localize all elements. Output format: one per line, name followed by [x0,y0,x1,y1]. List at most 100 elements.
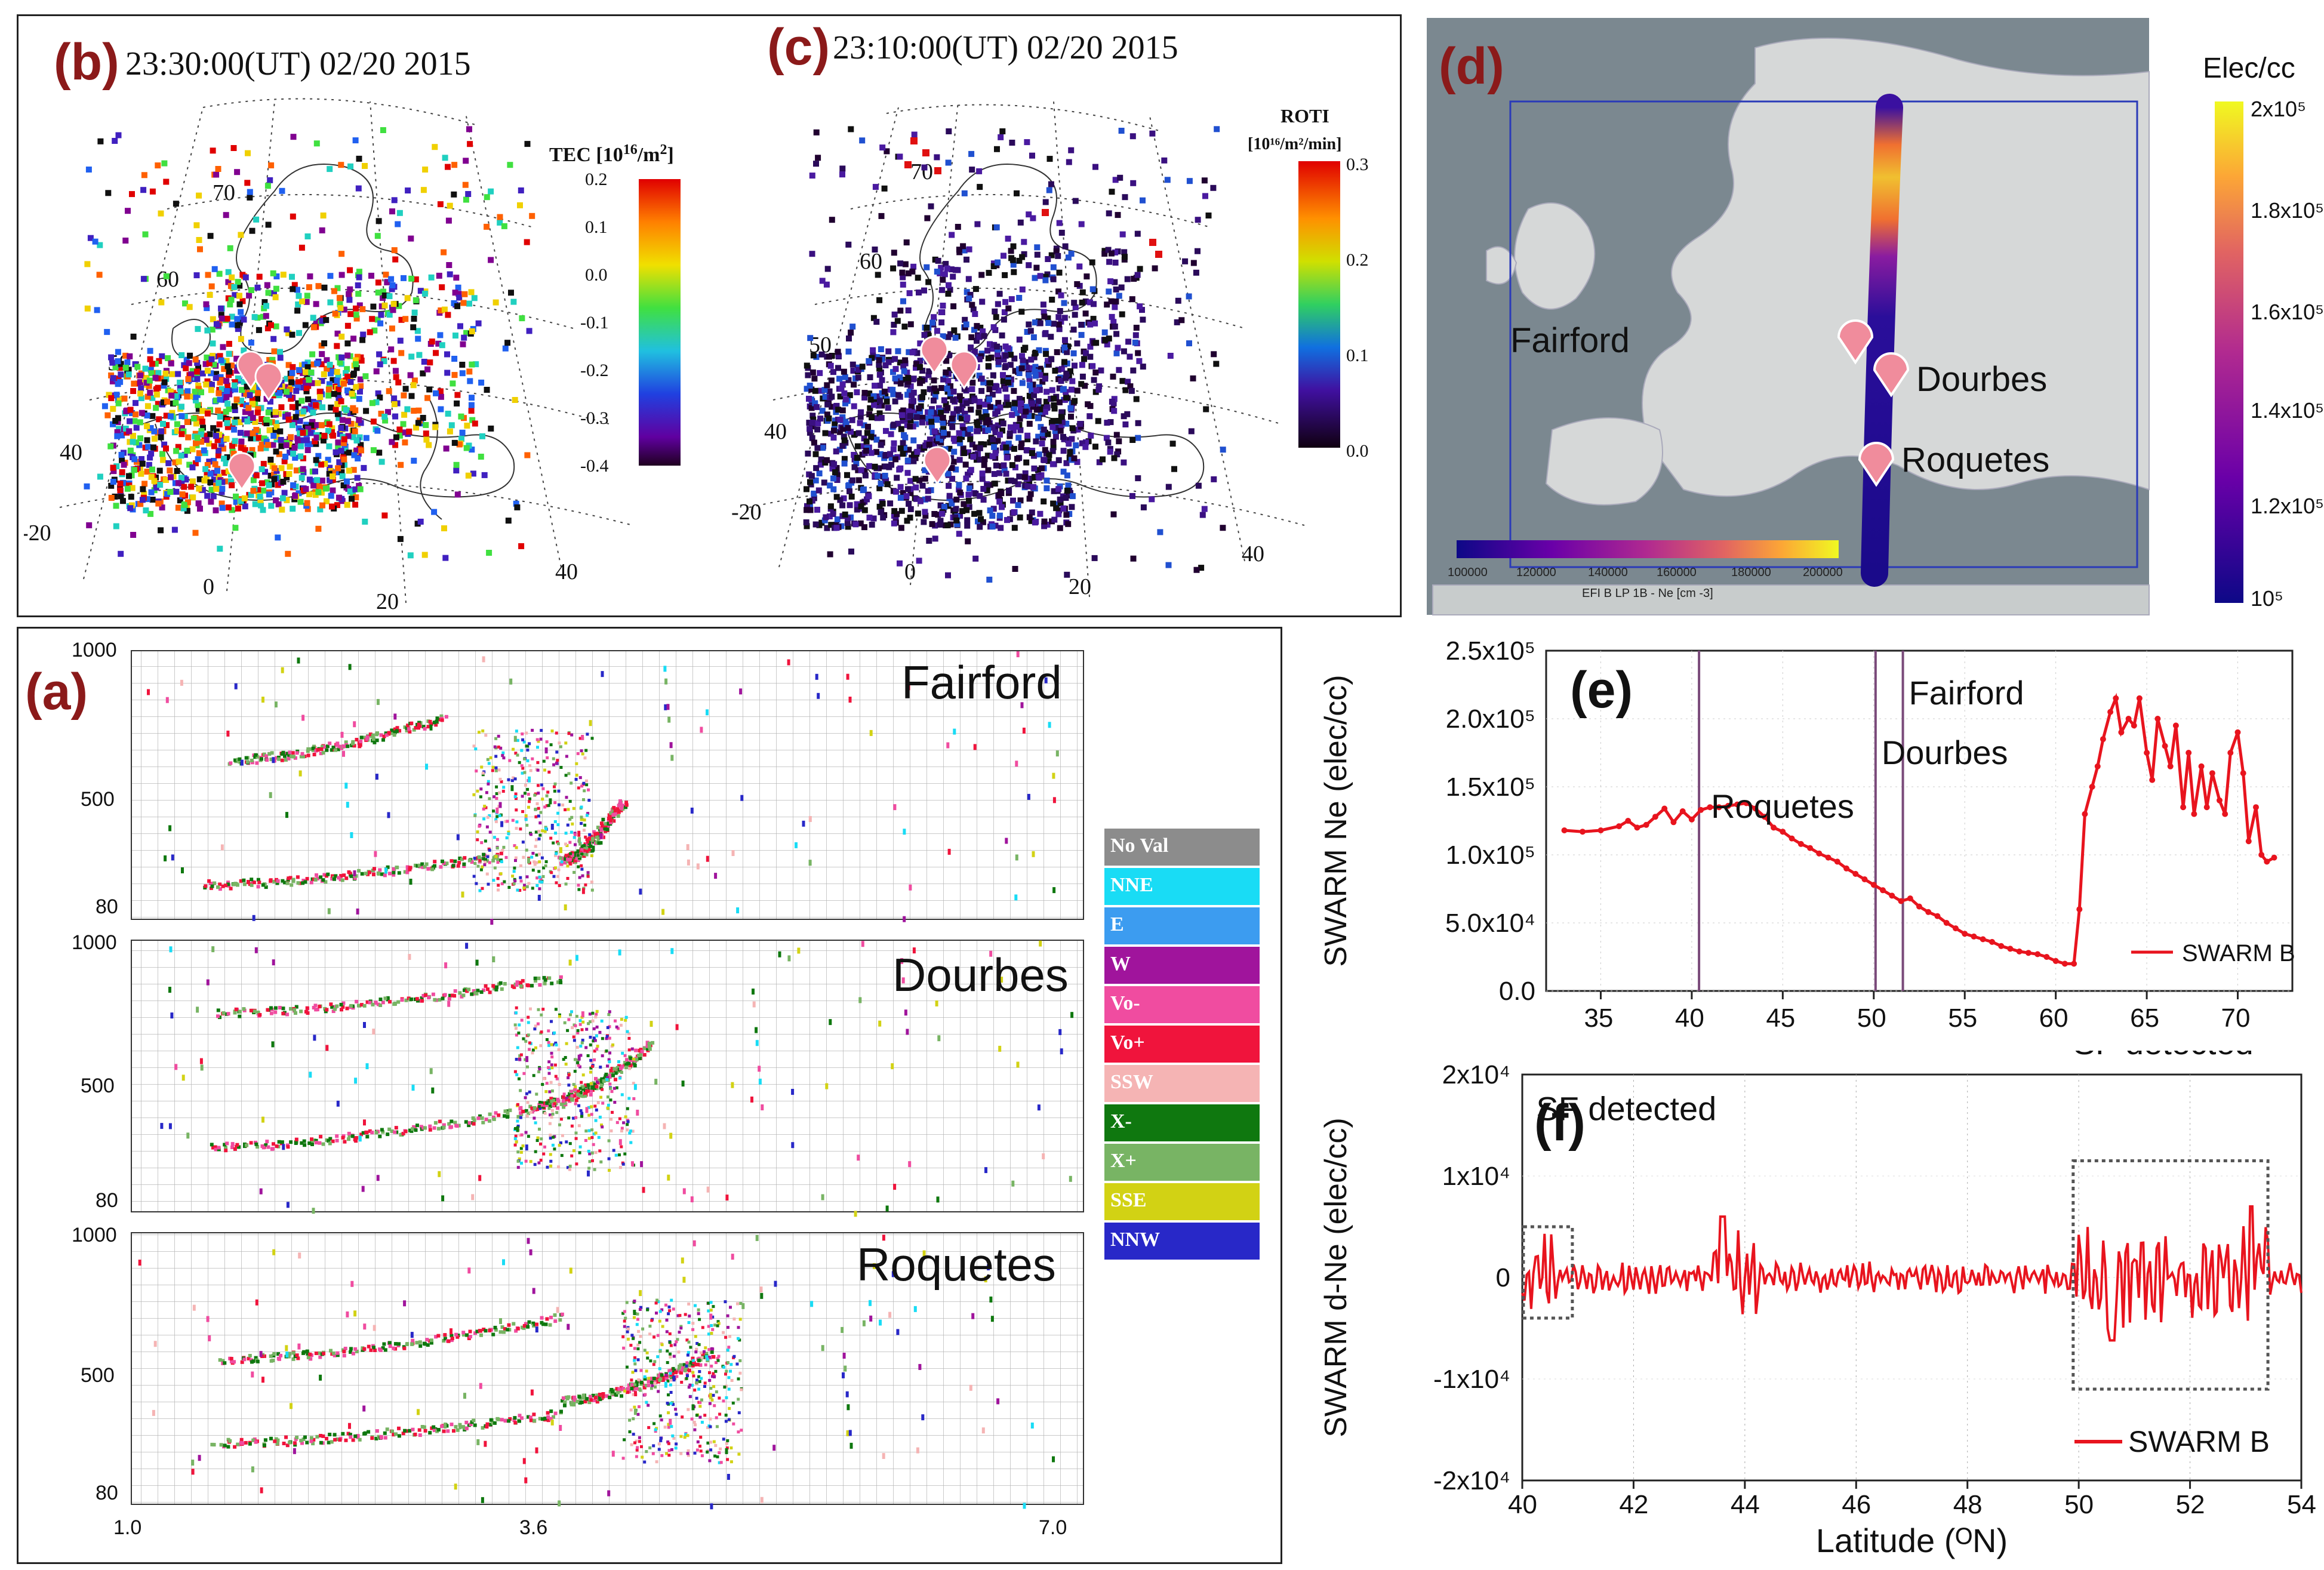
ionogram-echo [576,1095,580,1100]
roti-point [1050,276,1057,282]
tec-point [248,435,254,442]
roti-point [1122,194,1128,201]
tec-point [194,435,201,441]
ionogram-echo [539,877,543,881]
tec-point [227,245,233,251]
ionogram-echo [493,866,497,870]
roti-point [1042,347,1049,354]
ionogram-echo [261,883,265,887]
roti-point [823,281,830,288]
roti-point [837,497,844,503]
roti-point [939,287,946,293]
roti-point [1051,405,1058,412]
tec-point [421,290,428,297]
roti-point [1105,247,1112,253]
ionogram-echo [556,823,560,826]
roti-point [1037,320,1044,327]
ionogram-echo [278,1006,282,1009]
tec-point [149,188,156,195]
ionogram-echo [525,848,528,852]
roti-point [884,148,890,155]
tec-point [358,442,364,448]
ionogram-echo [556,759,559,762]
roti-point [1057,496,1063,503]
ionogram-echo [445,861,449,866]
tec-point [122,365,129,371]
ionogram-echo [609,820,613,824]
roti-point [940,420,946,426]
roti-point [1137,266,1143,272]
ionogram-echo [514,792,518,796]
ionogram-echo [461,993,466,998]
ionogram-echo [624,803,629,807]
ionogram-echo [561,1095,565,1099]
roti-point [981,456,988,463]
tec-point [181,501,187,508]
roti-point [922,467,928,473]
ionogram-echo [521,771,524,775]
tec-point [289,273,295,280]
roti-point [866,515,873,521]
tec-point [308,370,315,375]
tec-point [195,386,202,392]
tec-point [315,483,322,490]
ionogram-echo [321,1142,325,1146]
ionogram-echo [311,748,315,752]
ionogram-echo [492,795,496,799]
tec-point [428,274,435,281]
ionogram-echo [568,841,572,844]
ionogram-echo [375,738,379,743]
ionogram-echo [438,998,442,1002]
roti-point [1041,313,1048,320]
roti-point [1041,523,1048,530]
ionogram-echo [585,783,589,787]
roti-point [917,380,924,386]
roti-point [1042,277,1049,284]
ionogram-echo [817,692,820,699]
ionogram-echo [359,1132,364,1137]
ionogram-echo [577,786,580,790]
roti-point [881,185,888,192]
ionogram-echo [572,1094,576,1098]
tec-point [84,305,91,312]
ionogram-echo [524,1058,527,1061]
ionogram-echo [549,798,552,805]
tec-point [307,273,313,279]
tec-point [497,214,503,220]
tec-point [119,432,125,439]
ionogram-echo [272,1142,275,1146]
roti-point [986,577,993,583]
ionogram-echo [324,880,328,884]
roti-point [974,323,980,330]
tec-point [208,498,214,505]
tec-point [327,464,333,471]
tec-point [219,485,226,492]
tec-point [127,439,133,445]
ionogram-echo [325,744,330,749]
ionogram-echo [481,729,485,732]
ionogram-echo [568,1092,572,1096]
roti-point [950,397,956,404]
ionogram-echo [564,842,568,846]
roti-point [997,404,1004,411]
roti-point [922,149,929,156]
roti-point [929,406,935,412]
roti-point [891,311,898,318]
roti-point [1017,407,1024,413]
tec-point [393,374,399,380]
tec-point [315,460,321,467]
tec-point [231,382,238,389]
tec-point [158,527,164,534]
roti-point [816,522,823,528]
tec-point [375,279,381,286]
roti-point [1082,383,1088,389]
roti-point [867,405,873,411]
roti-point [956,393,963,399]
tec-point [279,506,285,513]
tec-point [174,427,180,434]
tec-point [284,474,290,481]
roti-point [859,364,866,370]
tec-point [110,421,116,427]
roti-point [1058,229,1065,236]
ionogram-echo [352,744,356,748]
